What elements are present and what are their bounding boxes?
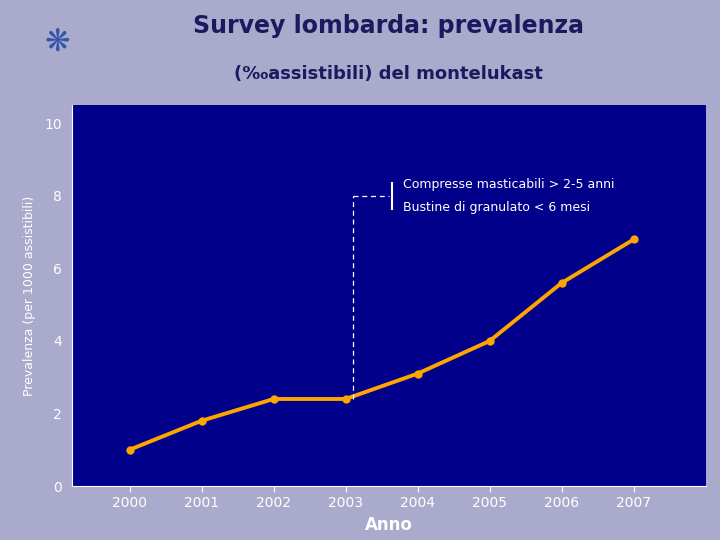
X-axis label: Anno: Anno: [365, 516, 413, 534]
Text: (‰assistibili) del montelukast: (‰assistibili) del montelukast: [235, 65, 543, 83]
Text: Survey lombarda: prevalenza: Survey lombarda: prevalenza: [193, 15, 585, 38]
Y-axis label: Prevalenza (per 1000 assistibili): Prevalenza (per 1000 assistibili): [22, 195, 35, 396]
Text: Bustine di granulato < 6 mesi: Bustine di granulato < 6 mesi: [403, 201, 590, 214]
Text: Compresse masticabili > 2-5 anni: Compresse masticabili > 2-5 anni: [403, 178, 615, 191]
Text: ❋: ❋: [45, 28, 71, 57]
